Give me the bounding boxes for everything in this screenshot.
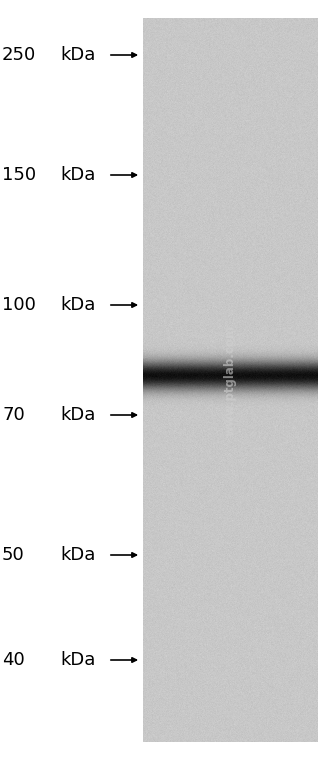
Text: kDa: kDa <box>60 546 95 564</box>
Text: kDa: kDa <box>60 46 95 64</box>
Text: 50: 50 <box>2 546 25 564</box>
Text: 250: 250 <box>2 46 36 64</box>
Text: 100: 100 <box>2 296 36 314</box>
Text: 70: 70 <box>2 406 25 424</box>
Text: 150: 150 <box>2 166 36 184</box>
Text: kDa: kDa <box>60 406 95 424</box>
Text: kDa: kDa <box>60 651 95 669</box>
Text: 40: 40 <box>2 651 25 669</box>
Text: kDa: kDa <box>60 166 95 184</box>
Text: www.ptglab.com: www.ptglab.com <box>224 325 237 435</box>
Text: kDa: kDa <box>60 296 95 314</box>
